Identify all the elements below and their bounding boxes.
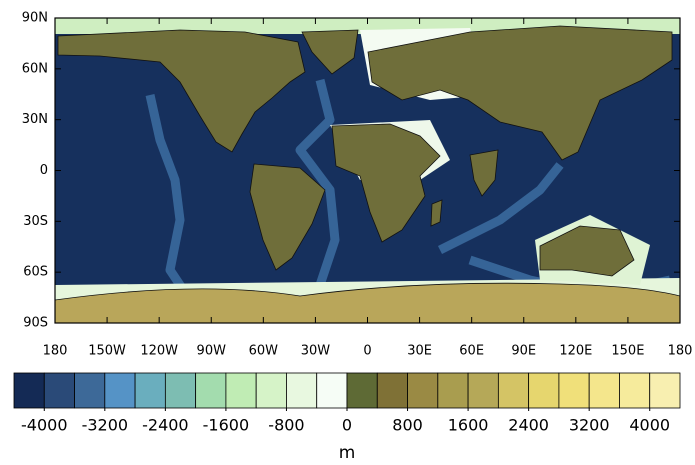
colorbar-box (195, 372, 227, 409)
colorbar-tick-label: -3200 (82, 416, 129, 435)
colorbar-box (286, 372, 318, 409)
colorbar-box (13, 372, 45, 409)
lon-tick-label: 30E (407, 344, 432, 359)
australia (539, 225, 635, 277)
lon-tick-label: 90W (197, 344, 227, 359)
colorbar-box (437, 372, 469, 409)
colorbar-box (528, 372, 560, 409)
lat-tick-label: 60S (23, 265, 48, 280)
axes: 180 150W 120W 90W 60W 30W 0 30E 60E 90E 120E 150E 18… (22, 11, 693, 359)
colorbar-box (316, 372, 348, 409)
colorbar-box (588, 372, 620, 409)
colorbar-tick-label: 4000 (629, 416, 670, 435)
lon-tick-label: 150W (88, 344, 126, 359)
colorbar-tick-label: 800 (392, 416, 423, 435)
lon-tick-label: 180 (43, 344, 68, 359)
colorbar-tick-label: 0 (342, 416, 352, 435)
colorbar-box (376, 372, 408, 409)
colorbar-box (164, 372, 197, 409)
lat-tick-label: 30N (22, 112, 48, 127)
lon-tick-label: 30W (301, 344, 331, 359)
colorbar-box (134, 372, 166, 409)
colorbar-box (255, 372, 287, 409)
colorbar-box (467, 372, 499, 409)
lon-tick-label: 60E (459, 344, 484, 359)
lat-tick-label: 0 (40, 163, 48, 178)
colorbar-tick-label: -800 (268, 416, 304, 435)
lat-tick-label: 90N (22, 11, 48, 26)
colorbar-tick-label: 1600 (448, 416, 489, 435)
lat-tick-label: 30S (23, 214, 48, 229)
colorbar-tick-label: 3200 (569, 416, 610, 435)
colorbar-tick-label: -1600 (203, 416, 250, 435)
eurasia (367, 25, 673, 161)
lon-tick-label: 90E (511, 344, 536, 359)
lon-tick-label: 60W (249, 344, 279, 359)
lat-tick-label: 90S (23, 316, 48, 331)
colorbar-tick-label: 2400 (508, 416, 549, 435)
colorbar-unit: m (339, 443, 356, 463)
india (469, 149, 499, 197)
colorbar-box (649, 372, 681, 409)
lon-tick-label: 150E (611, 344, 644, 359)
africa (331, 123, 441, 243)
colorbar-box (558, 372, 590, 409)
colorbar-box (43, 372, 75, 409)
colorbar-box (407, 372, 439, 409)
continents (55, 25, 680, 323)
colorbar: -4000 -3200 -2400 -1600 -800 0 800 1600 2400 3200… (13, 372, 681, 435)
lon-tick-label: 120E (559, 344, 592, 359)
lon-tick-label: 0 (363, 344, 371, 359)
south-america (249, 163, 326, 271)
madagascar (430, 199, 443, 227)
greenland (301, 29, 359, 75)
colorbar-box (104, 372, 136, 409)
colorbar-box (346, 372, 378, 409)
north-america (57, 29, 306, 153)
lon-tick-label: 180 (668, 344, 693, 359)
lon-tick-label: 120W (140, 344, 178, 359)
colorbar-box (497, 372, 530, 409)
colorbar-tick-label: -2400 (142, 416, 189, 435)
antarctica (55, 282, 680, 323)
colorbar-box (74, 372, 106, 409)
colorbar-box (225, 372, 257, 409)
colorbar-tick-label: -4000 (21, 416, 68, 435)
lat-tick-label: 60N (22, 61, 48, 76)
map-body (55, 18, 680, 323)
colorbar-box (619, 372, 651, 409)
